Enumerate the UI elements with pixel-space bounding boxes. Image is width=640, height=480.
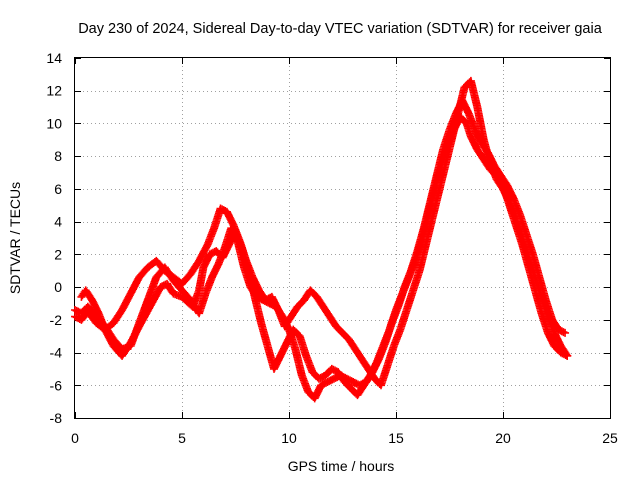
y-tick-labels: -8 -6 -4 -2 0 2 4 6 8 10 12 14	[46, 50, 62, 426]
y-tick-label: -6	[50, 377, 63, 393]
x-tick-label: 20	[495, 430, 511, 446]
plot-frame	[74, 57, 611, 419]
chart-title: Day 230 of 2024, Sidereal Day-to-day VTE…	[78, 21, 603, 37]
x-tick-label: 5	[178, 430, 186, 446]
data-point	[561, 328, 570, 337]
data-points	[71, 76, 572, 403]
ticks	[75, 58, 611, 419]
grid	[75, 58, 610, 418]
x-tick-label: 15	[388, 430, 404, 446]
y-tick-label: 4	[54, 214, 62, 230]
y-tick-label: 0	[54, 279, 62, 295]
y-tick-label: 2	[54, 246, 62, 262]
y-axis-label: SDTVAR / TECUs	[7, 182, 23, 294]
series-track-2	[71, 96, 570, 403]
data-point-fill	[559, 328, 568, 337]
y-tick-label: -4	[50, 345, 63, 361]
x-axis-label: GPS time / hours	[288, 458, 395, 474]
y-tick-label: 12	[46, 83, 62, 99]
y-tick-label: -2	[50, 312, 63, 328]
data-point-fill	[562, 350, 571, 359]
series-track-3	[77, 76, 572, 390]
y-tick-label: 6	[54, 181, 62, 197]
y-tick-label: 8	[54, 148, 62, 164]
y-tick-label: -8	[50, 410, 63, 426]
x-tick-labels: 0 5 10 15 20 25	[71, 430, 618, 446]
x-tick-label: 0	[71, 430, 79, 446]
x-tick-label: 10	[281, 430, 297, 446]
series-track-1	[71, 112, 572, 400]
y-tick-label: 14	[46, 50, 62, 66]
data-point	[563, 351, 572, 360]
x-tick-label: 25	[602, 430, 618, 446]
y-tick-label: 10	[46, 115, 62, 131]
